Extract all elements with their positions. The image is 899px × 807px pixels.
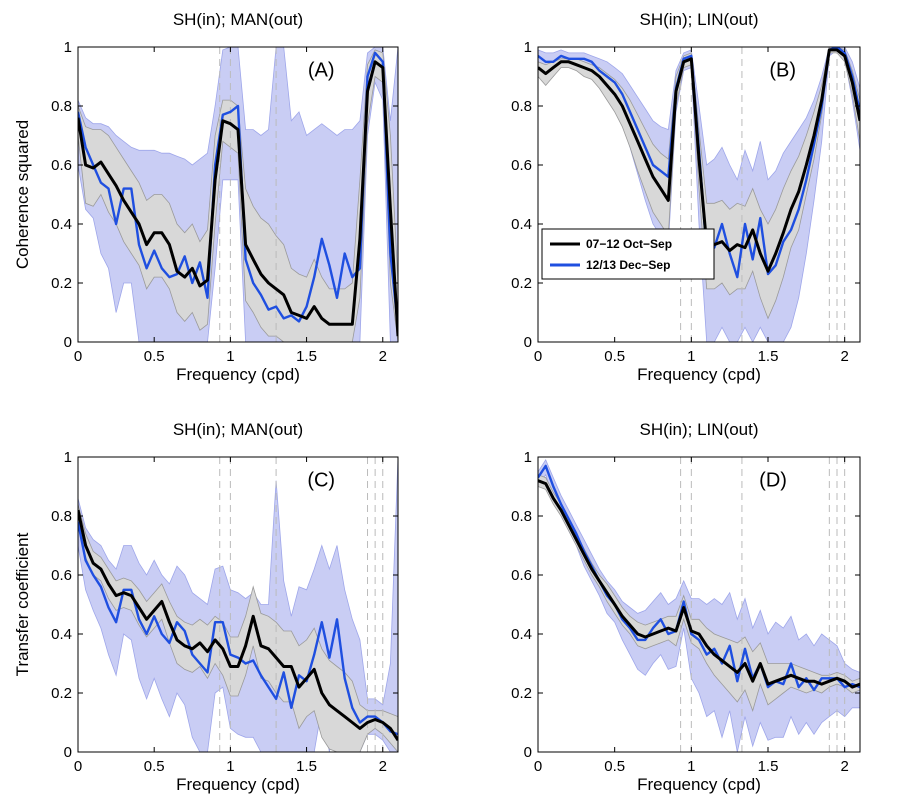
legend: 07−12 Oct−Sep 12/13 Dec−Sep xyxy=(541,228,715,280)
x-axis-label: Frequency (cpd) xyxy=(176,365,300,384)
y-tick-label: 0.6 xyxy=(511,567,532,584)
plot-content xyxy=(78,457,398,752)
y-tick-label: 0.4 xyxy=(511,216,532,233)
y-tick-label: 0.6 xyxy=(51,157,72,174)
x-tick-label: 1 xyxy=(226,758,234,775)
series-line-blue xyxy=(78,521,398,736)
plot-content xyxy=(538,457,860,752)
y-tick-label: 0 xyxy=(64,334,72,351)
y-tick-label: 0.6 xyxy=(51,567,72,584)
y-axis-label: Transfer coefficient xyxy=(13,532,32,676)
y-tick-label: 1 xyxy=(524,39,532,56)
y-tick-label: 0.4 xyxy=(51,626,72,643)
series-line-black xyxy=(538,48,860,273)
x-tick-label: 2 xyxy=(379,758,387,775)
panel-label: (C) xyxy=(307,470,335,492)
legend-box xyxy=(541,228,715,280)
x-tick-label: 0 xyxy=(534,758,542,775)
y-tick-label: 0.2 xyxy=(51,685,72,702)
y-tick-label: 0.2 xyxy=(511,275,532,292)
y-tick-label: 0.8 xyxy=(51,508,72,525)
series-line-black xyxy=(538,479,860,689)
y-axis-label: Coherence squared xyxy=(13,120,32,269)
x-tick-label: 1 xyxy=(687,758,695,775)
x-tick-label: 0 xyxy=(74,348,82,365)
x-tick-label: 2 xyxy=(840,348,848,365)
chart-title: SH(in); LIN(out) xyxy=(639,10,758,29)
chart-panel-b: 0 0.5 1 1.5 2 0 0.2 0.4 0.6 0.8 1 SH(in); LIN(out) F… xyxy=(511,10,861,384)
x-tick-label: 1.5 xyxy=(758,758,779,775)
series-line-black xyxy=(78,60,398,337)
y-tick-label: 0.4 xyxy=(51,216,72,233)
y-tick-label: 0 xyxy=(64,744,72,761)
x-tick-label: 1 xyxy=(687,348,695,365)
chart-title: SH(in); MAN(out) xyxy=(173,10,303,29)
x-tick-label: 2 xyxy=(379,348,387,365)
chart-panel-a: 0 0.5 1 1.5 2 0 0.2 0.4 0.6 0.8 1 SH(in); MAN(out) F… xyxy=(13,10,399,384)
y-tick-label: 0.2 xyxy=(51,275,72,292)
panel-label: (A) xyxy=(308,60,335,82)
x-tick-label: 0.5 xyxy=(144,758,165,775)
chart-panel-c: 0 0.5 1 1.5 2 0 0.2 0.4 0.6 0.8 1 SH(in); MAN(out) F… xyxy=(13,420,399,794)
x-tick-label: 1 xyxy=(226,348,234,365)
plot-content xyxy=(538,47,860,342)
x-tick-label: 1.5 xyxy=(296,758,317,775)
axes-frame xyxy=(537,46,861,343)
axes-frame xyxy=(77,456,399,753)
axes-frame xyxy=(77,46,399,343)
x-axis-label: Frequency (cpd) xyxy=(176,775,300,794)
x-tick-label: 0 xyxy=(74,758,82,775)
y-tick-label: 1 xyxy=(524,449,532,466)
chart-title: SH(in); MAN(out) xyxy=(173,420,303,439)
x-tick-label: 0 xyxy=(534,348,542,365)
series-line-black xyxy=(78,509,398,742)
x-tick-label: 0.5 xyxy=(144,348,165,365)
plot-content xyxy=(78,47,398,342)
x-tick-label: 2 xyxy=(840,758,848,775)
axes-frame xyxy=(537,456,861,753)
y-tick-label: 0.8 xyxy=(511,98,532,115)
y-tick-label: 0.2 xyxy=(511,685,532,702)
y-tick-label: 0.4 xyxy=(511,626,532,643)
confidence-band-gray xyxy=(78,504,398,752)
y-tick-label: 1 xyxy=(64,39,72,56)
panel-label: (D) xyxy=(759,470,787,492)
chart-panel-d: 0 0.5 1 1.5 2 0 0.2 0.4 0.6 0.8 1 SH(in); LIN(out) F… xyxy=(511,420,861,794)
panel-label: (B) xyxy=(769,60,796,82)
x-tick-label: 1.5 xyxy=(758,348,779,365)
legend-entry: 07−12 Oct−Sep xyxy=(586,237,672,251)
x-axis-label: Frequency (cpd) xyxy=(637,365,761,384)
y-tick-label: 0 xyxy=(524,334,532,351)
chart-title: SH(in); LIN(out) xyxy=(639,420,758,439)
y-tick-label: 0.8 xyxy=(51,98,72,115)
x-tick-label: 1.5 xyxy=(296,348,317,365)
confidence-band-gray xyxy=(538,474,860,712)
y-tick-label: 0.8 xyxy=(511,508,532,525)
x-axis-label: Frequency (cpd) xyxy=(637,775,761,794)
y-tick-label: 1 xyxy=(64,449,72,466)
series-line-blue xyxy=(78,51,398,328)
y-tick-label: 0 xyxy=(524,744,532,761)
legend-entry: 12/13 Dec−Sep xyxy=(586,258,670,272)
x-tick-label: 0.5 xyxy=(604,348,625,365)
x-tick-label: 0.5 xyxy=(604,758,625,775)
confidence-band-gray xyxy=(78,49,398,342)
y-tick-label: 0.6 xyxy=(511,157,532,174)
